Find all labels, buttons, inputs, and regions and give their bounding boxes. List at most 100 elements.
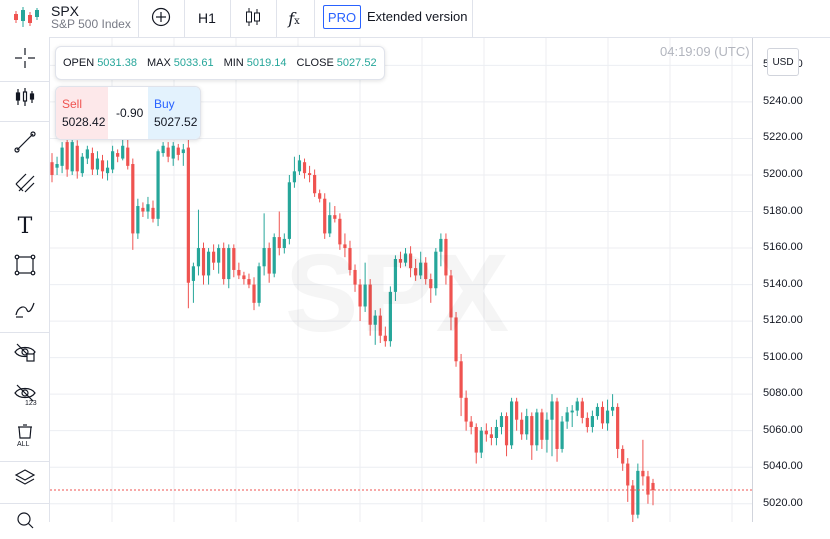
- candle-body: [570, 410, 574, 413]
- price-axis[interactable]: 5260.005240.005220.005200.005180.005160.…: [752, 38, 830, 522]
- chart-logo-icon: [12, 6, 40, 33]
- hide-measurements-icon: 123: [13, 382, 37, 411]
- candle-body: [580, 401, 584, 418]
- chart-type-button[interactable]: [232, 0, 274, 36]
- rectangle-icon: [13, 253, 37, 282]
- candle-body: [378, 315, 382, 336]
- candle-body: [156, 151, 160, 219]
- sell-button[interactable]: Sell 5028.42: [56, 87, 108, 139]
- candle-body: [166, 147, 170, 157]
- candle-body: [247, 279, 251, 285]
- candle-body: [75, 145, 79, 172]
- candle-body: [424, 262, 428, 280]
- indicators-tool-button[interactable]: [8, 82, 42, 116]
- candle-body: [353, 269, 357, 285]
- candle-body: [262, 248, 266, 267]
- indicators-button[interactable]: fx: [278, 0, 310, 36]
- crosshair-tool-button[interactable]: [8, 43, 42, 77]
- sidebar-divider: [0, 121, 49, 122]
- candle-body: [393, 258, 398, 292]
- candle-body: [621, 448, 625, 464]
- remove-all-drawings-button[interactable]: ALL: [8, 421, 42, 455]
- candle-body: [212, 251, 216, 263]
- chart-grid: [50, 38, 752, 522]
- candle-body: [585, 417, 589, 428]
- candle-body: [565, 412, 569, 422]
- candle-body: [313, 174, 317, 194]
- candle-body: [126, 147, 130, 166]
- function-icon: fx: [288, 8, 300, 28]
- toolbar-divider: [276, 0, 277, 37]
- candle-body: [80, 156, 84, 174]
- candle-body: [191, 266, 196, 281]
- rectangle-tool-button[interactable]: [8, 250, 42, 284]
- y-tick-label: 5200.00: [763, 167, 803, 180]
- candle-body: [459, 361, 463, 398]
- candle-body: [100, 160, 105, 172]
- candle-body: [419, 262, 423, 276]
- close-label: CLOSE: [296, 57, 334, 69]
- pro-badge[interactable]: PRO: [323, 5, 361, 29]
- candle-body: [217, 248, 221, 263]
- candle-body: [151, 207, 155, 219]
- candle-body: [272, 237, 276, 274]
- open-value: 5031.38: [97, 57, 137, 69]
- candle-body: [530, 416, 534, 446]
- candle-body: [292, 171, 297, 183]
- candle-body: [136, 206, 140, 234]
- candle-body: [494, 427, 499, 438]
- y-tick-label: 5100.00: [763, 350, 803, 363]
- candle-body: [318, 193, 322, 199]
- buy-label: Buy: [154, 97, 175, 111]
- symbol-watermark: SPX: [285, 230, 511, 357]
- candle-body: [90, 153, 95, 170]
- min-label: MIN: [223, 57, 244, 69]
- extended-version-link[interactable]: Extended version: [367, 9, 468, 24]
- ohlc-legend: OPEN 5031.38 MAX 5033.61 MIN 5019.14 CLO…: [55, 46, 385, 80]
- candle-body: [535, 412, 539, 446]
- candle-body: [252, 284, 256, 303]
- symbol-ticker[interactable]: SPX: [51, 3, 80, 19]
- candle-body: [595, 406, 600, 417]
- candle-body: [141, 207, 145, 212]
- candle-body: [181, 149, 185, 154]
- currency-button[interactable]: USD: [767, 48, 799, 76]
- close-value: 5027.52: [336, 57, 377, 69]
- candle-body: [95, 158, 100, 170]
- candle-body: [363, 284, 367, 307]
- candle-body: [257, 266, 261, 303]
- toolbar-divider: [314, 0, 315, 37]
- interval-button[interactable]: H1: [198, 10, 216, 26]
- svg-text:123: 123: [25, 400, 37, 406]
- text-tool-button[interactable]: T: [8, 209, 42, 243]
- candle-body: [525, 416, 529, 435]
- candle-body: [307, 173, 312, 175]
- candle-body: [408, 253, 413, 269]
- candle-body: [631, 485, 635, 515]
- candle-body: [302, 162, 307, 174]
- candle-body: [333, 215, 337, 219]
- candle-body: [282, 238, 286, 249]
- sell-label: Sell: [62, 97, 83, 111]
- brush-tool-button[interactable]: [8, 293, 42, 327]
- zoom-tool-button[interactable]: [8, 505, 42, 539]
- buy-button[interactable]: Buy 5027.52: [148, 87, 200, 139]
- layers-button[interactable]: [8, 463, 42, 497]
- hide-measurements-button[interactable]: 123: [8, 379, 42, 413]
- candle-body: [444, 238, 448, 276]
- toolbar-divider: [230, 0, 231, 37]
- hide-drawings-button[interactable]: [8, 337, 42, 371]
- toolbar-divider: [138, 0, 139, 37]
- candles-icon: [244, 7, 262, 30]
- candle-body: [540, 412, 544, 440]
- candle-body: [550, 401, 554, 420]
- trend-line-tool-button[interactable]: [8, 127, 42, 161]
- top-toolbar: SPX S&P 500 Index H1 fx PRO Extended ver…: [0, 0, 830, 38]
- candle-body: [636, 470, 640, 515]
- y-tick-label: 5040.00: [763, 460, 803, 473]
- candle-body: [176, 147, 180, 155]
- compare-symbol-button[interactable]: [140, 0, 182, 36]
- pitchfork-tool-button[interactable]: [8, 168, 42, 202]
- candle-body: [242, 275, 246, 280]
- price-chart[interactable]: [50, 38, 752, 522]
